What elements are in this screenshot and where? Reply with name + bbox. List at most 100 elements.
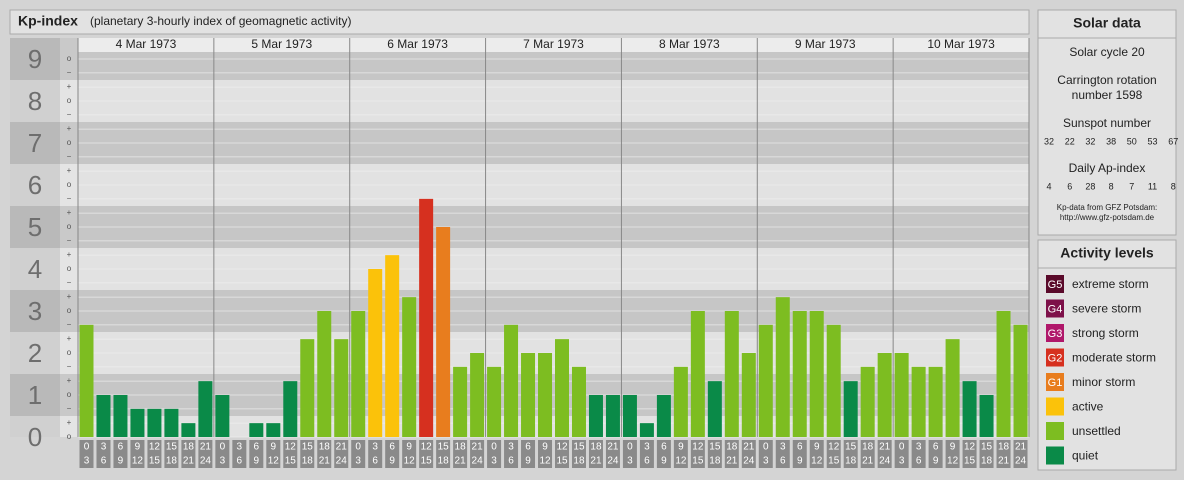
legend-label: strong storm bbox=[1072, 326, 1139, 340]
hour-box bbox=[300, 440, 315, 468]
minor-tick-label: o bbox=[67, 138, 72, 147]
hour-label: 9 bbox=[389, 456, 395, 467]
hour-label: 24 bbox=[879, 456, 891, 467]
day-label: 10 Mar 1973 bbox=[927, 37, 995, 51]
legend-label: unsettled bbox=[1072, 424, 1121, 438]
bar bbox=[1013, 324, 1028, 437]
minor-tick-label: o bbox=[67, 306, 72, 315]
ap-value: 28 bbox=[1085, 181, 1095, 191]
bar bbox=[690, 311, 705, 437]
band bbox=[10, 80, 60, 122]
hour-box bbox=[436, 440, 451, 468]
bar bbox=[521, 353, 536, 437]
minor-tick-label: o bbox=[67, 96, 72, 105]
hour-label: 18 bbox=[981, 456, 993, 467]
legend-label: minor storm bbox=[1072, 375, 1135, 389]
bar bbox=[317, 311, 332, 437]
hour-label: 6 bbox=[389, 442, 395, 453]
hour-label: 9 bbox=[525, 456, 531, 467]
hour-label: 18 bbox=[862, 442, 874, 453]
bar bbox=[419, 198, 434, 437]
source: http://www.gfz-potsdam.de bbox=[1060, 213, 1155, 222]
day-label: 9 Mar 1973 bbox=[795, 37, 856, 51]
y-tick-label: 6 bbox=[28, 170, 42, 200]
hour-label: 12 bbox=[285, 442, 297, 453]
bar bbox=[181, 423, 196, 437]
band bbox=[10, 122, 60, 164]
hour-label: 15 bbox=[981, 442, 993, 453]
hour-label: 21 bbox=[743, 442, 755, 453]
carrington: number 1598 bbox=[1072, 88, 1143, 102]
hour-label: 6 bbox=[525, 442, 531, 453]
sunspot-label: Sunspot number bbox=[1063, 116, 1151, 130]
band bbox=[60, 80, 78, 122]
bar bbox=[639, 423, 654, 437]
hour-label: 3 bbox=[491, 456, 497, 467]
hour-box bbox=[130, 440, 145, 468]
hour-label: 15 bbox=[285, 456, 297, 467]
band bbox=[10, 164, 60, 206]
hour-label: 21 bbox=[879, 442, 891, 453]
legend-label: quiet bbox=[1072, 449, 1099, 463]
hour-label: 3 bbox=[101, 442, 107, 453]
bar bbox=[300, 339, 315, 437]
minor-tick-label: o bbox=[67, 390, 72, 399]
legend-swatch bbox=[1046, 299, 1064, 318]
hour-box bbox=[368, 440, 383, 468]
hour-label: 3 bbox=[237, 442, 243, 453]
bar bbox=[588, 395, 603, 437]
bar bbox=[79, 324, 94, 437]
hour-box bbox=[249, 440, 264, 468]
ap-value: 8 bbox=[1171, 181, 1176, 191]
bar bbox=[96, 395, 111, 437]
hour-label: 18 bbox=[455, 442, 467, 453]
legend-label: active bbox=[1072, 400, 1104, 414]
bar bbox=[402, 297, 417, 437]
legend-swatch bbox=[1046, 275, 1064, 293]
hour-label: 12 bbox=[268, 456, 280, 467]
hour-label: 6 bbox=[254, 442, 260, 453]
band bbox=[60, 290, 78, 332]
sunspot-value: 53 bbox=[1147, 136, 1157, 146]
legend-swatch bbox=[1046, 373, 1064, 391]
minor-tick-label: − bbox=[67, 152, 72, 161]
hour-label: 12 bbox=[421, 442, 433, 453]
band bbox=[60, 374, 78, 416]
minor-tick-label: + bbox=[67, 124, 72, 133]
hour-box bbox=[79, 440, 94, 468]
bar bbox=[979, 395, 994, 437]
hour-box bbox=[487, 440, 502, 468]
hour-box bbox=[283, 440, 298, 468]
minor-tick-label: − bbox=[67, 278, 72, 287]
solar-panel bbox=[1037, 9, 1177, 236]
y-tick-label: 4 bbox=[28, 254, 42, 284]
hour-label: 9 bbox=[661, 456, 667, 467]
y-tick-label: 9 bbox=[28, 44, 42, 74]
hour-box bbox=[979, 440, 994, 468]
hour-label: 18 bbox=[726, 442, 738, 453]
sunspot-value: 67 bbox=[1168, 136, 1178, 146]
band bbox=[10, 206, 60, 248]
hour-label: 6 bbox=[780, 456, 786, 467]
hour-label: 15 bbox=[421, 456, 433, 467]
y-tick-label: 1 bbox=[28, 380, 42, 410]
bar bbox=[996, 311, 1011, 437]
bar bbox=[351, 311, 366, 437]
bar bbox=[792, 311, 807, 437]
hour-label: 3 bbox=[763, 456, 769, 467]
hour-label: 6 bbox=[372, 456, 378, 467]
hour-label: 12 bbox=[675, 456, 687, 467]
hour-box bbox=[453, 440, 468, 468]
bar bbox=[147, 408, 162, 437]
hour-box bbox=[317, 440, 332, 468]
day-label: 6 Mar 1973 bbox=[387, 37, 448, 51]
hour-label: 15 bbox=[692, 456, 704, 467]
hour-label: 18 bbox=[166, 456, 178, 467]
hour-box bbox=[996, 440, 1011, 468]
bar bbox=[266, 423, 281, 437]
hour-label: 12 bbox=[404, 456, 416, 467]
legend-code: G2 bbox=[1048, 352, 1063, 364]
hour-label: 21 bbox=[455, 456, 467, 467]
hour-label: 21 bbox=[472, 442, 484, 453]
